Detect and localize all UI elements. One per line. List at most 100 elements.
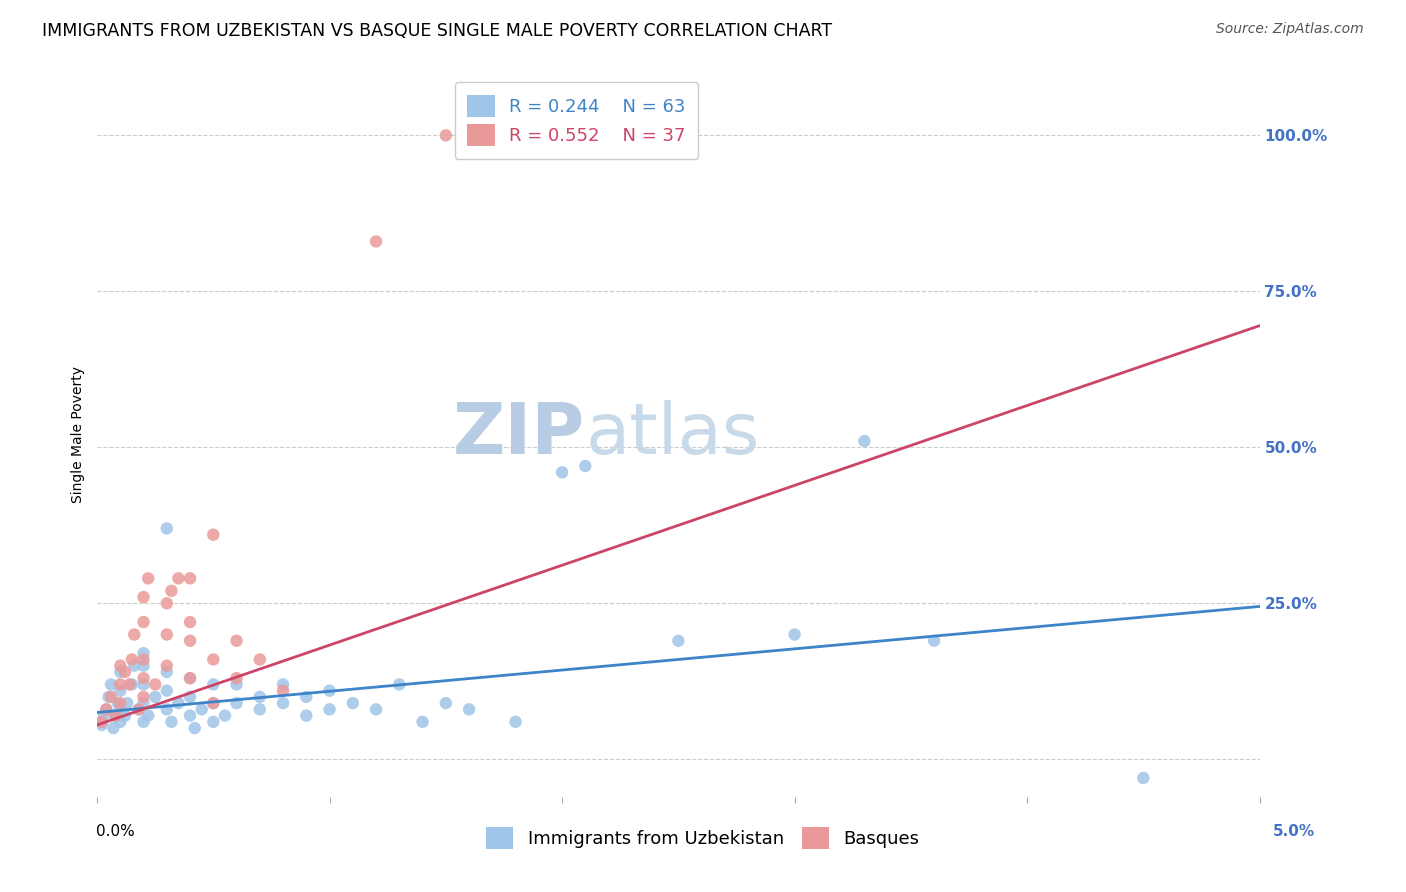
Point [110,696,132,710]
Point [551,465,574,479]
Point [132,590,155,604]
Point [190,702,212,716]
Point [104,708,127,723]
Point [271,683,294,698]
Point [156,596,179,610]
Point [143,677,166,691]
Point [318,702,340,716]
Point [179,671,201,685]
Point [104,708,127,723]
Point [202,677,225,691]
Point [114,708,136,723]
Point [121,652,143,666]
Point [96,702,118,716]
Point [179,633,201,648]
Point [156,702,179,716]
Point [132,658,155,673]
Point [225,671,247,685]
Text: IMMIGRANTS FROM UZBEKISTAN VS BASQUE SINGLE MALE POVERTY CORRELATION CHART: IMMIGRANTS FROM UZBEKISTAN VS BASQUE SIN… [42,22,832,40]
Point [156,683,179,698]
Point [122,627,145,641]
Point [110,714,132,729]
Point [121,677,143,691]
Point [574,458,596,473]
Point [100,690,122,704]
Point [167,696,190,710]
Point [666,633,689,648]
Point [249,702,271,716]
Point [156,658,179,673]
Point [128,702,150,716]
Point [156,665,179,679]
Point [225,677,247,691]
Point [202,714,225,729]
Point [160,583,183,598]
Point [100,677,122,691]
Legend: Immigrants from Uzbekistan, Basques: Immigrants from Uzbekistan, Basques [479,820,927,856]
Point [225,696,247,710]
Point [225,633,247,648]
Point [90,714,112,729]
Point [136,708,159,723]
Point [103,721,125,735]
Point [202,652,225,666]
Point [179,690,201,704]
Point [132,696,155,710]
Point [118,677,141,691]
Point [853,434,876,448]
Point [434,696,457,710]
Point [110,665,132,679]
Point [249,690,271,704]
Point [132,615,155,629]
Point [364,235,387,249]
Point [202,696,225,710]
Point [156,627,179,641]
Point [167,571,190,585]
Point [110,702,132,716]
Point [132,677,155,691]
Point [114,665,136,679]
Point [117,696,139,710]
Point [295,708,318,723]
Point [132,652,155,666]
Point [128,702,150,716]
Point [179,708,201,723]
Point [160,714,183,729]
Text: atlas: atlas [585,401,759,469]
Point [295,690,318,704]
Point [132,646,155,660]
Point [412,714,434,729]
Point [1132,771,1154,785]
Point [183,721,205,735]
Point [783,627,806,641]
Point [132,714,155,729]
Point [271,696,294,710]
Point [179,571,201,585]
Point [364,702,387,716]
Point [179,615,201,629]
Point [179,671,201,685]
Point [202,696,225,710]
Text: 5.0%: 5.0% [1272,824,1315,838]
Point [922,633,945,648]
Point [249,652,271,666]
Text: ZIP: ZIP [453,401,585,469]
Point [110,683,132,698]
Point [342,696,364,710]
Point [122,658,145,673]
Point [458,702,481,716]
Y-axis label: Single Male Poverty: Single Male Poverty [72,367,86,503]
Point [107,696,129,710]
Point [110,658,132,673]
Text: Source: ZipAtlas.com: Source: ZipAtlas.com [1216,22,1364,37]
Point [136,571,159,585]
Point [96,702,118,716]
Point [434,128,457,143]
Point [132,671,155,685]
Point [143,690,166,704]
Point [318,683,340,698]
Point [156,521,179,535]
Point [132,690,155,704]
Point [388,677,411,691]
Point [202,527,225,541]
